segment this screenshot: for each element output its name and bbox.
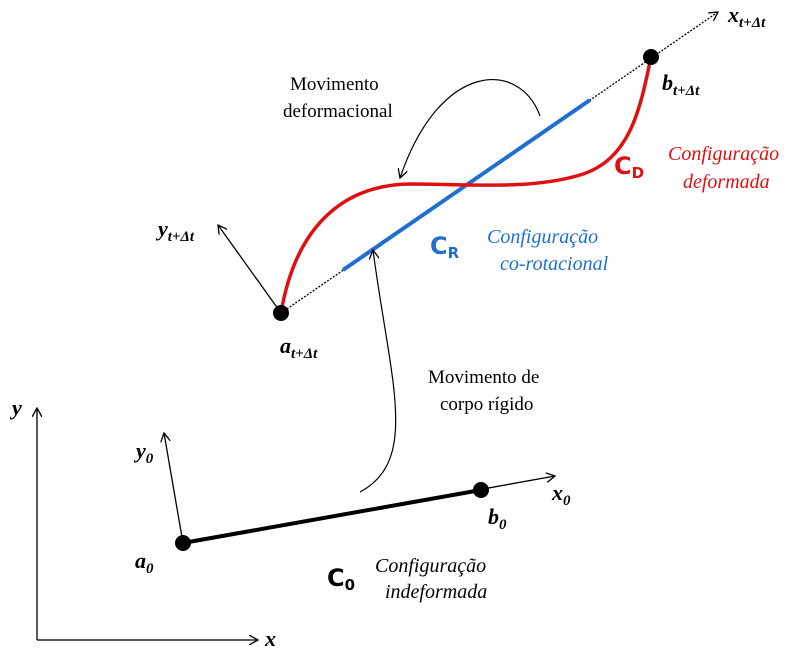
- global-y-label: y: [9, 395, 22, 420]
- arrow-rigid: [359, 250, 397, 493]
- annotation-deformational-1: Movimento: [290, 74, 379, 95]
- config-undeformed-2: indeformada: [385, 581, 487, 603]
- node-a0: [175, 535, 191, 551]
- node-b0: [473, 482, 489, 498]
- config-deformed-2: deformada: [683, 171, 770, 193]
- label-y-current: yt+Δt: [155, 216, 195, 245]
- global-x-label: x: [264, 626, 276, 651]
- label-x-current: xt+Δt: [727, 2, 766, 31]
- label-c0: C0: [327, 564, 355, 594]
- config-undeformed-1: Configuração: [375, 555, 486, 577]
- node-b: [643, 49, 659, 65]
- arrow-deformational: [400, 79, 541, 178]
- node-a: [273, 305, 289, 321]
- deformed-element: [279, 56, 653, 314]
- label-cr: CR: [430, 232, 460, 262]
- config-corot-2: co-rotacional: [500, 253, 609, 275]
- label-y0: y0: [133, 438, 154, 467]
- annotation-deformational-2: deformacional: [283, 101, 393, 122]
- annotation-rigid-2: corpo rígido: [440, 394, 533, 415]
- label-b: bt+Δt: [662, 70, 700, 99]
- label-b0: b0: [488, 504, 507, 533]
- label-a: at+Δt: [280, 333, 318, 362]
- label-x0: x0: [551, 480, 571, 509]
- config-corot-1: Configuração: [487, 226, 598, 248]
- label-a0: a0: [135, 548, 154, 577]
- config-deformed-1: Configuração: [668, 143, 779, 165]
- global-axes: [37, 408, 258, 640]
- annotation-rigid-1: Movimento de: [428, 367, 539, 388]
- undeformed-element: [182, 488, 482, 545]
- label-cd: CD: [614, 152, 644, 182]
